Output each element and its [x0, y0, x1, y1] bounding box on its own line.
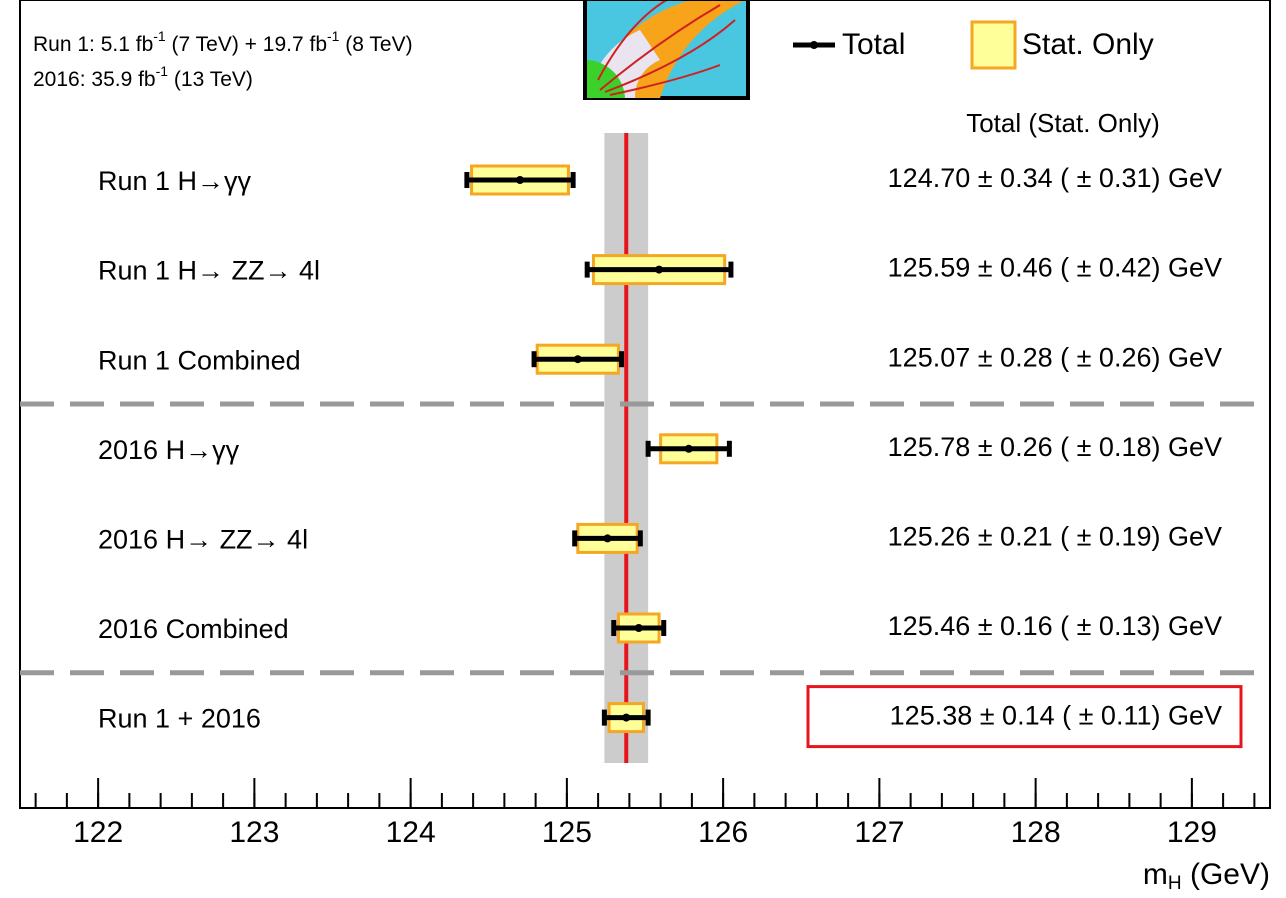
lumi-part: (13 TeV) [168, 68, 253, 91]
x-tick-label: 124 [386, 816, 436, 849]
row-label: Run 1 + 2016 [98, 704, 261, 734]
lumi-part: (7 TeV) + 19.7 fb [166, 33, 327, 56]
logo [585, 0, 748, 98]
lumi-part: Run 1: 5.1 fb [33, 33, 153, 56]
x-tick-label: 123 [229, 816, 279, 849]
row-label: 2016 H→ ZZ→ 4l [98, 525, 308, 555]
lumi-text: 2016: 35.9 fb-1 (13 TeV) [33, 63, 253, 91]
point [622, 714, 630, 722]
x-tick-label: 129 [1167, 816, 1217, 849]
point [685, 445, 693, 453]
point [574, 355, 582, 363]
result-label: 124.70 ± 0.34 ( ± 0.31) GeV [888, 163, 1222, 193]
superscript: -1 [156, 63, 169, 79]
legend-box [972, 22, 1015, 68]
result-label: 125.38 ± 0.14 ( ± 0.11) GeV [890, 701, 1222, 731]
column-header: Total (Stat. Only) [966, 108, 1160, 138]
point [655, 266, 663, 274]
legend-label: Stat. Only [1022, 28, 1154, 61]
row-label: Run 1 H→ ZZ→ 4l [98, 256, 320, 286]
x-tick-label: 126 [698, 816, 748, 849]
row-label: 2016 H→γγ [98, 435, 240, 465]
point [516, 176, 524, 184]
x-tick-label: 122 [73, 816, 123, 849]
lumi-text: Run 1: 5.1 fb-1 (7 TeV) + 19.7 fb-1 (8 T… [33, 28, 413, 56]
x-label-sub: H [1168, 873, 1182, 894]
result-label: 125.59 ± 0.46 ( ± 0.42) GeV [888, 253, 1222, 283]
legend: Total Stat. Only [793, 22, 1154, 68]
row-label: 2016 Combined [98, 614, 289, 644]
x-tick-label: 127 [854, 816, 904, 849]
x-label-unit: (GeV) [1182, 858, 1270, 891]
x-label-main: m [1143, 858, 1168, 891]
result-label: 125.78 ± 0.26 ( ± 0.18) GeV [888, 432, 1222, 462]
x-tick-label: 128 [1011, 816, 1061, 849]
lumi-part: 2016: 35.9 fb [33, 68, 156, 91]
chart: Total (Stat. Only) Total Stat. Only Run … [0, 0, 1286, 898]
legend-dot [810, 41, 818, 49]
point [635, 624, 643, 632]
superscript: -1 [153, 28, 166, 44]
x-axis-label: mH (GeV) [1143, 858, 1270, 894]
result-label: 125.46 ± 0.16 ( ± 0.13) GeV [888, 611, 1222, 641]
result-label: 125.07 ± 0.28 ( ± 0.26) GeV [888, 342, 1222, 372]
result-label: 125.26 ± 0.21 ( ± 0.19) GeV [888, 522, 1222, 552]
row-label: Run 1 H→γγ [98, 166, 252, 196]
legend-label: Total [842, 28, 905, 61]
superscript: -1 [327, 28, 340, 44]
row-label: Run 1 Combined [98, 345, 301, 375]
lumi-part: (8 TeV) [339, 33, 412, 56]
point [604, 534, 612, 542]
x-tick-label: 125 [542, 816, 592, 849]
